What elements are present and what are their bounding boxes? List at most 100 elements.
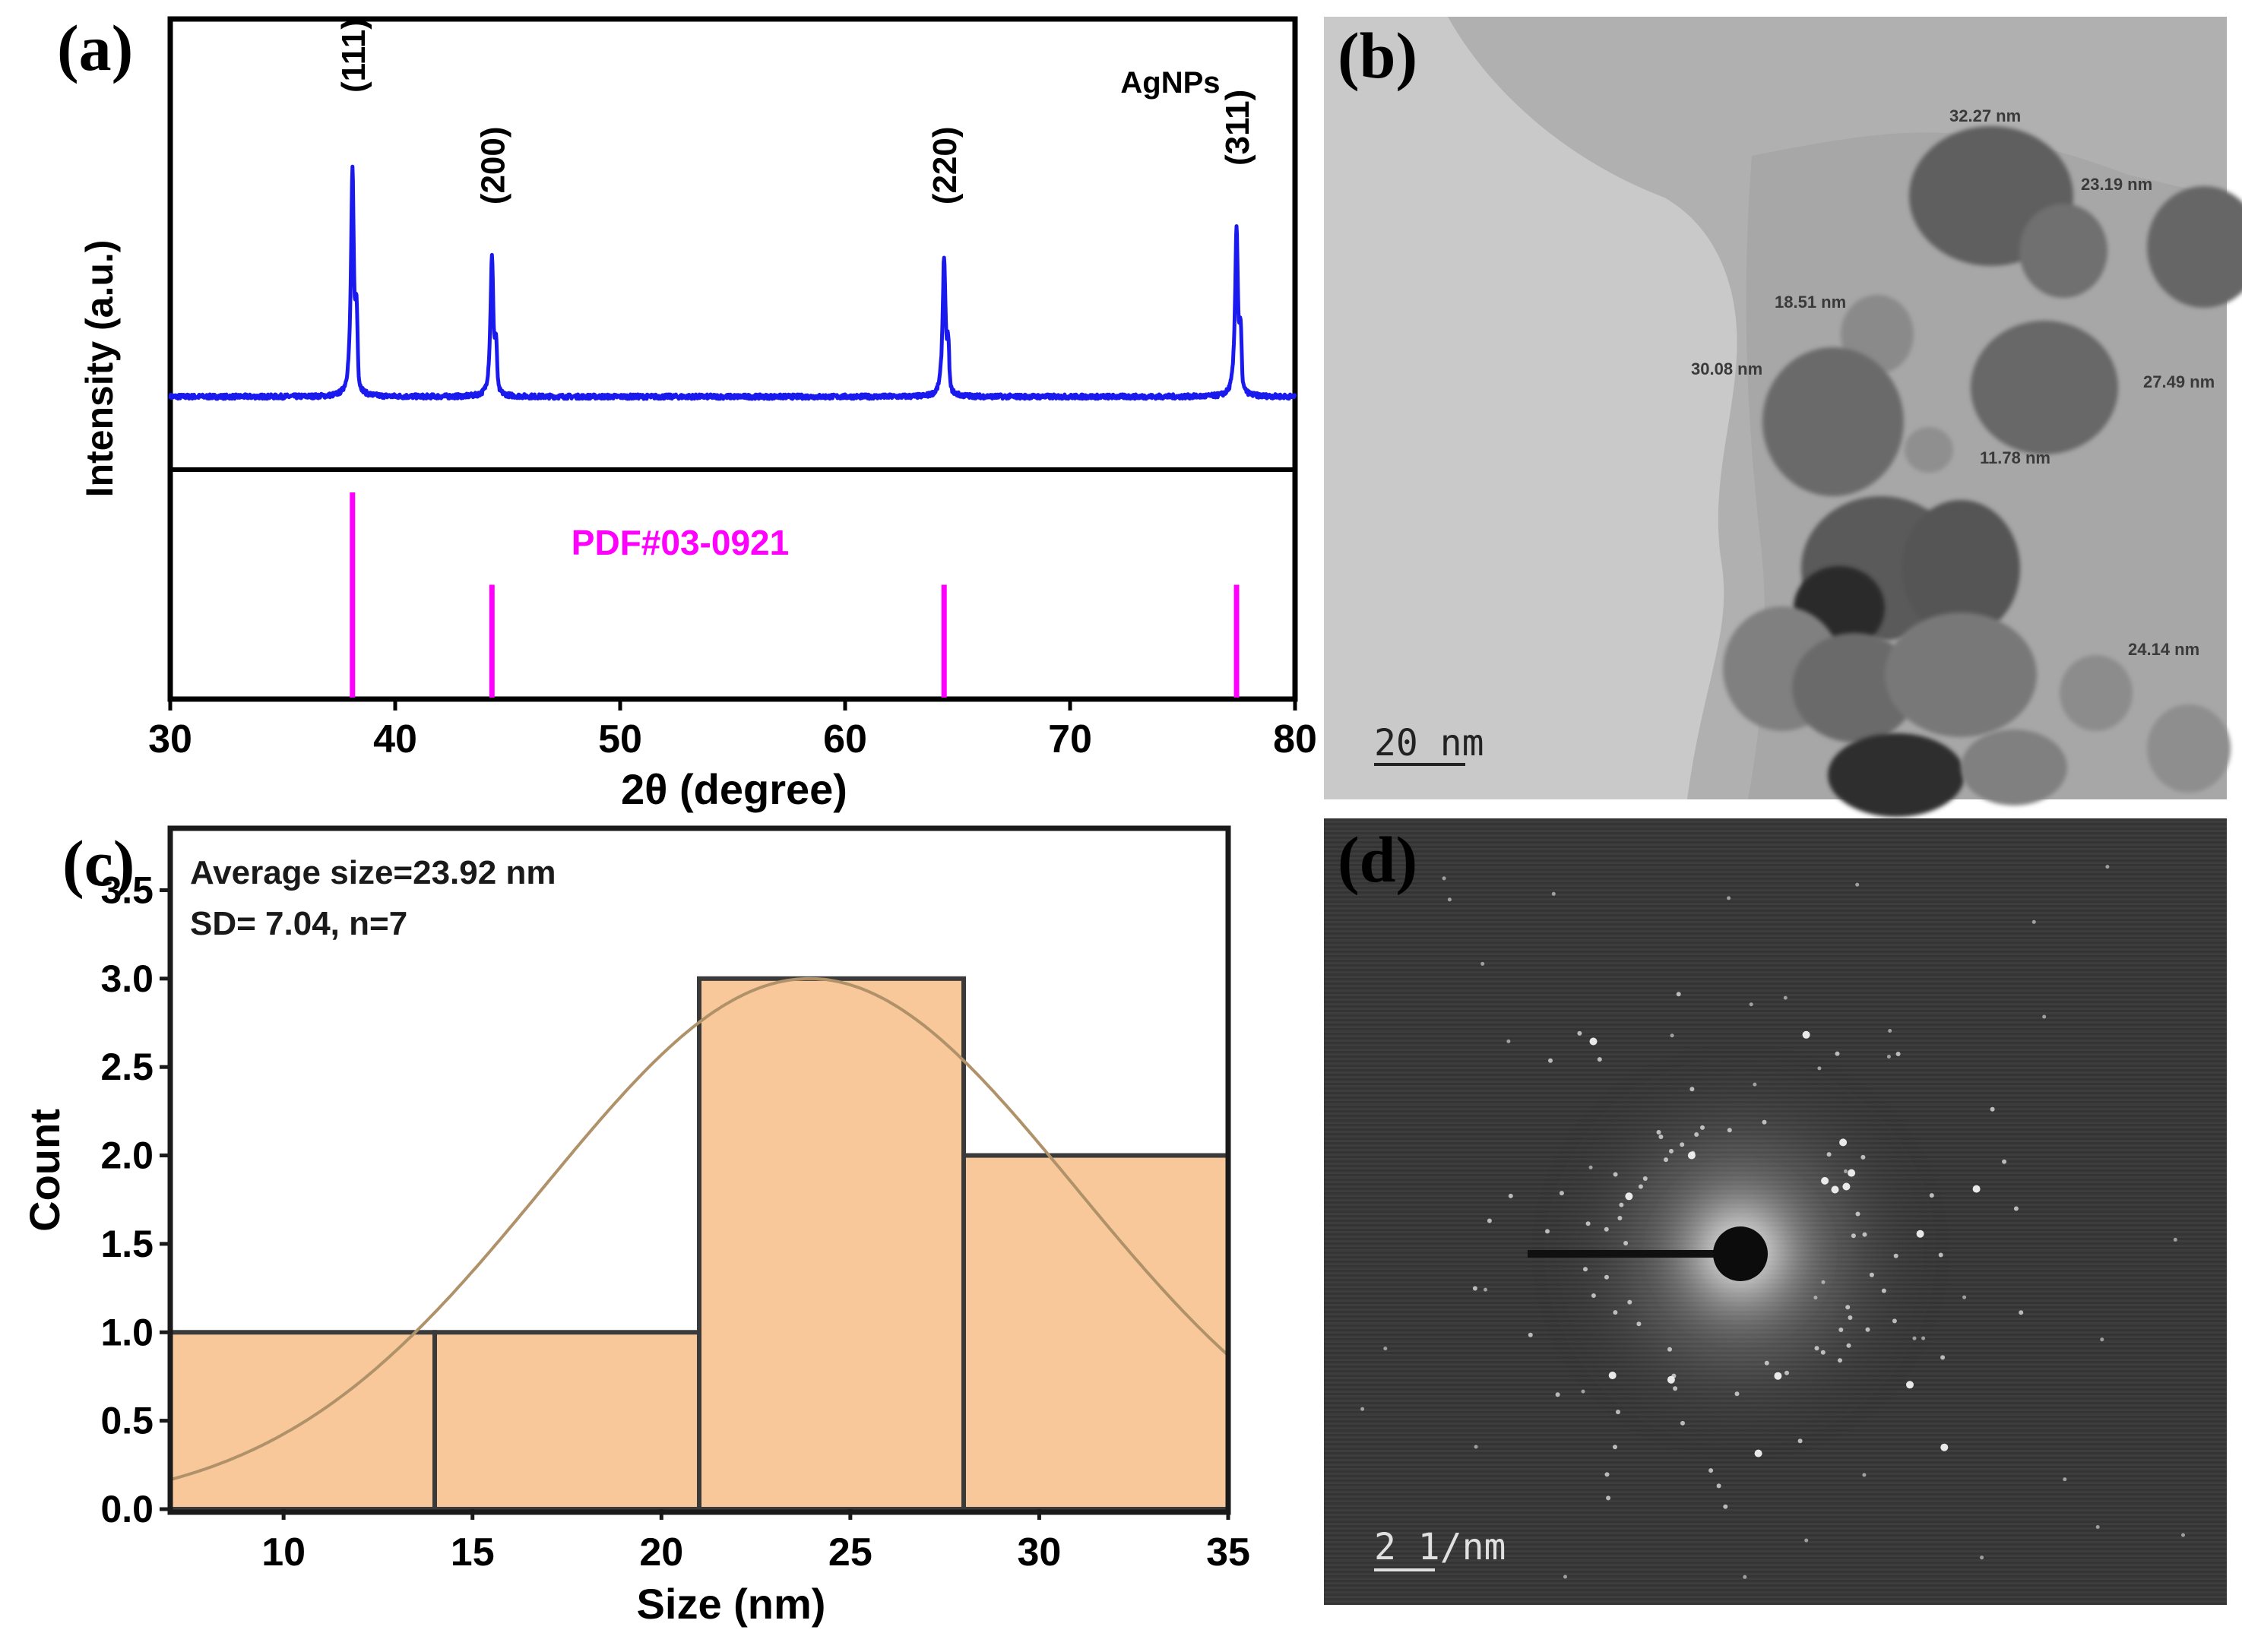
- diffraction-spot: [1912, 1336, 1917, 1340]
- diffraction-spot: [1940, 1443, 1949, 1451]
- diffraction-spot: [1972, 1185, 1981, 1193]
- histogram-x-tick-label: 25: [828, 1530, 872, 1574]
- particle-size-label: 27.49 nm: [2143, 372, 2215, 391]
- histogram-x-ticks: 10 15 20 25 30 35: [261, 1509, 1250, 1574]
- nanoparticle: [1902, 500, 2020, 637]
- diffraction-spot: [1528, 1332, 1533, 1337]
- xrd-x-tick-label: 50: [598, 717, 642, 761]
- diffraction-spot: [1658, 1135, 1664, 1139]
- diffraction-spot: [1588, 1165, 1593, 1169]
- diffraction-spot: [1881, 1288, 1886, 1293]
- diffraction-spot: [1636, 1321, 1642, 1327]
- particle-size-label: 32.27 nm: [1949, 106, 2021, 125]
- diffraction-spot: [2100, 1337, 2104, 1342]
- diffraction-spot: [2019, 1310, 2024, 1315]
- histogram-bar: [432, 1330, 701, 1511]
- diffraction-spot: [1764, 1360, 1769, 1366]
- diffraction-spot: [1480, 961, 1485, 966]
- diffraction-spot: [1623, 1241, 1629, 1245]
- diffraction-spot: [1797, 1438, 1803, 1444]
- xrd-series-line: [168, 164, 1297, 401]
- diffraction-spot: [2105, 865, 2110, 869]
- diffraction-spot: [1813, 1296, 1818, 1300]
- nanoparticle: [1961, 729, 2067, 805]
- diffraction-spot: [1673, 1386, 1678, 1391]
- histogram-y-tick-label: 1.0: [100, 1311, 154, 1353]
- diffraction-spot: [1727, 1128, 1732, 1133]
- saed-pattern-panel: 2 1/nm (d): [1324, 818, 2227, 1605]
- diffraction-spot: [1749, 1002, 1753, 1007]
- diffraction-spot: [1862, 1232, 1867, 1237]
- diffraction-spot: [1929, 1193, 1934, 1198]
- xrd-x-tick-label: 60: [823, 717, 867, 761]
- xrd-x-tick-label: 30: [148, 717, 192, 761]
- diffraction-spot: [1869, 1272, 1874, 1277]
- diffraction-spot: [1577, 1030, 1582, 1036]
- xrd-plot-frame: [167, 16, 1298, 702]
- diffraction-spot: [2181, 1533, 2185, 1537]
- histogram-x-tick-label: 30: [1018, 1530, 1062, 1574]
- diffraction-spot: [1804, 1538, 1809, 1543]
- diffraction-spot: [1842, 1182, 1851, 1191]
- diffraction-spot: [1820, 1350, 1826, 1355]
- xrd-x-tick-label: 70: [1048, 717, 1092, 761]
- diffraction-spots: [1360, 865, 2185, 1579]
- diffraction-spot: [1784, 1370, 1789, 1375]
- diffraction-spot: [2031, 919, 2036, 924]
- diffraction-spot: [1627, 1299, 1632, 1305]
- hkl-label-220: (220): [926, 126, 964, 204]
- diffraction-spot: [1892, 1318, 1897, 1324]
- particle-size-label: 30.08 nm: [1691, 359, 1762, 378]
- diffraction-spot: [1625, 1192, 1633, 1201]
- reference-sticks: [350, 492, 1240, 698]
- diffraction-spot: [1606, 1495, 1611, 1501]
- diffraction-spot: [1774, 1372, 1782, 1380]
- hkl-label-311: (311): [1219, 90, 1256, 166]
- diffraction-spot: [2095, 1525, 2100, 1529]
- histogram-x-tick-label: 20: [639, 1530, 683, 1574]
- hkl-labels: (111) (200) (220) (311): [335, 18, 1256, 204]
- diffraction-spot: [1690, 1150, 1696, 1156]
- hkl-label-200: (200): [474, 126, 511, 204]
- diffraction-spot: [1563, 1574, 1567, 1579]
- diffraction-spot: [1559, 1191, 1564, 1196]
- diffraction-spot: [1616, 1410, 1620, 1415]
- diffraction-spot: [1826, 1152, 1832, 1157]
- diffraction-spot: [1585, 1221, 1591, 1226]
- gaussian-fit-curve: [169, 976, 1230, 1482]
- histogram-y-tick-label: 0.5: [100, 1400, 154, 1442]
- size-histogram-panel: (c) 0.0 0.5 1.0 1.5 2.0 2.5 3.0 3.5 10 15 20 25 30 3…: [21, 825, 1250, 1628]
- panel-label-b: (b): [1338, 19, 1417, 92]
- particle-size-label: 24.14 nm: [2128, 640, 2199, 659]
- nanoparticle: [2060, 655, 2133, 731]
- histogram-y-tick-label: 3.0: [100, 957, 154, 1000]
- diffraction-spot: [1838, 1358, 1842, 1363]
- nanoparticle: [2147, 704, 2231, 793]
- histogram-y-tick-label: 2.5: [100, 1046, 154, 1088]
- diffraction-spot: [1708, 1468, 1714, 1473]
- diffraction-spot: [1581, 1389, 1585, 1394]
- diffraction-spot: [1589, 1037, 1598, 1046]
- diffraction-spot: [1753, 1082, 1757, 1087]
- diffraction-spot: [1604, 1226, 1609, 1232]
- diffraction-spot: [1667, 1375, 1675, 1384]
- histogram-x-axis-label: Size (nm): [637, 1580, 826, 1628]
- diffraction-spot: [1472, 1286, 1477, 1291]
- diffraction-spot: [1604, 1274, 1609, 1280]
- diffraction-spot: [1555, 1392, 1560, 1397]
- xrd-x-ticks: 30 40 50 60 70 80: [148, 699, 1317, 761]
- diffraction-spot: [1844, 1169, 1848, 1173]
- xrd-x-tick-label: 80: [1273, 717, 1317, 761]
- diffraction-spot: [1831, 1185, 1839, 1194]
- diffraction-spot: [1680, 1142, 1685, 1147]
- diffraction-spot: [1845, 1305, 1851, 1310]
- diffraction-spot: [1551, 891, 1556, 896]
- diffraction-spot: [1447, 897, 1452, 902]
- diffraction-spot: [1940, 1355, 1946, 1360]
- diffraction-spot: [1619, 1202, 1624, 1207]
- diffraction-spot: [1613, 1172, 1618, 1177]
- histogram-bars: [168, 976, 1230, 1512]
- diffraction-spot: [1851, 1233, 1856, 1239]
